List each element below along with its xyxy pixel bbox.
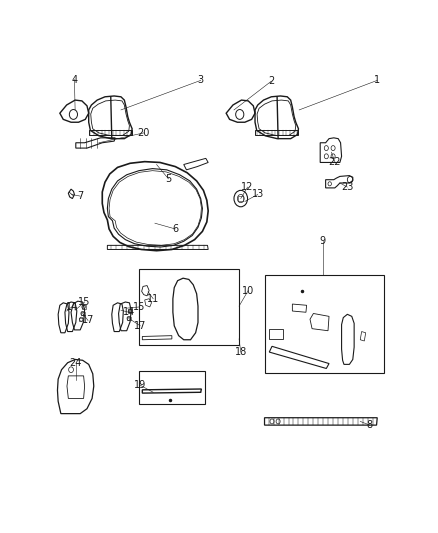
- Text: 15: 15: [78, 297, 91, 307]
- Text: 4: 4: [71, 75, 78, 85]
- Text: 11: 11: [147, 294, 159, 304]
- Text: 7: 7: [77, 191, 83, 201]
- Text: 17: 17: [82, 316, 94, 326]
- Text: 9: 9: [320, 236, 326, 246]
- Text: 6: 6: [172, 224, 178, 234]
- Text: 3: 3: [198, 75, 204, 85]
- Text: 23: 23: [341, 182, 353, 192]
- Text: 19: 19: [134, 380, 146, 390]
- Text: 8: 8: [367, 420, 373, 430]
- Text: 10: 10: [242, 286, 254, 295]
- Text: 5: 5: [165, 174, 172, 184]
- Text: 14: 14: [123, 307, 135, 317]
- Bar: [139, 269, 239, 345]
- Text: 15: 15: [134, 302, 146, 312]
- Text: 20: 20: [138, 128, 150, 138]
- Text: 13: 13: [251, 189, 264, 199]
- Text: 22: 22: [328, 157, 341, 167]
- Text: 18: 18: [235, 347, 247, 357]
- Text: 12: 12: [241, 182, 254, 192]
- Bar: [265, 275, 384, 373]
- Text: 1: 1: [374, 75, 380, 85]
- Text: 14: 14: [66, 302, 78, 312]
- Bar: [139, 371, 205, 404]
- Text: 2: 2: [268, 76, 275, 86]
- Text: 24: 24: [70, 358, 82, 368]
- Text: 17: 17: [134, 321, 146, 331]
